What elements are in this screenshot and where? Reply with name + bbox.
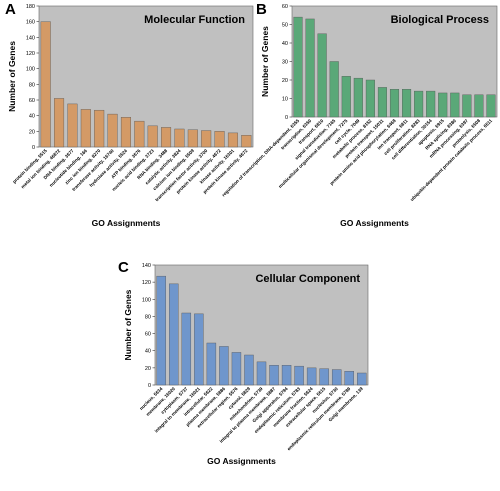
bar — [174, 128, 185, 148]
chart-title: Molecular Function — [144, 14, 245, 26]
y-axis-label: Number of Genes — [7, 41, 17, 112]
panel-cellular-component: C Cellular Component Number of Genes GO … — [118, 259, 369, 466]
bar — [414, 90, 424, 118]
bar — [120, 117, 131, 148]
y-tick-label: 80 — [29, 82, 35, 88]
panel-letter-a: A — [5, 1, 16, 18]
bar — [389, 89, 400, 118]
bar — [353, 77, 363, 118]
bar — [214, 131, 225, 148]
y-tick-label: 40 — [282, 41, 288, 47]
y-tick-label: 0 — [32, 145, 35, 151]
bar — [365, 79, 375, 118]
bar — [231, 352, 242, 386]
y-tick-label: 60 — [282, 4, 288, 10]
bar — [187, 129, 198, 148]
y-tick-label: 20 — [145, 366, 151, 372]
bar — [344, 371, 354, 386]
y-tick-label: 0 — [285, 115, 288, 121]
bar — [331, 369, 342, 386]
bar — [294, 365, 304, 386]
bars — [156, 275, 367, 386]
bar — [80, 109, 91, 148]
y-tick-label: 20 — [282, 78, 288, 84]
y-tick-label: 30 — [282, 60, 288, 66]
bar — [319, 368, 329, 386]
y-tick-label: 20 — [29, 129, 35, 135]
bars — [293, 16, 496, 118]
bar — [438, 92, 448, 118]
y-tick-label: 180 — [26, 4, 35, 10]
x-axis-label: GO Assignments — [340, 218, 409, 228]
panel-letter-b: B — [256, 1, 267, 18]
y-tick-label: 50 — [282, 23, 288, 29]
bar — [426, 90, 436, 118]
panel-letter-c: C — [118, 259, 129, 276]
bar — [306, 367, 317, 386]
y-tick-label: 40 — [145, 349, 151, 355]
y-tick-label: 100 — [26, 67, 35, 73]
y-tick-label: 100 — [142, 297, 151, 303]
bar — [201, 130, 212, 148]
bar — [269, 365, 279, 386]
y-tick-label: 140 — [142, 263, 151, 269]
bar — [486, 94, 496, 118]
bar — [281, 365, 292, 386]
bar — [474, 94, 484, 118]
bar — [402, 89, 412, 118]
bar — [169, 283, 179, 386]
bar — [134, 120, 145, 148]
bar — [244, 354, 254, 386]
bar — [219, 346, 229, 386]
y-tick-label: 40 — [29, 114, 35, 120]
bar — [107, 113, 118, 148]
x-axis-label: GO Assignments — [207, 456, 276, 466]
y-axis-label: Number of Genes — [260, 26, 270, 97]
bar — [293, 16, 303, 118]
bar — [357, 372, 367, 386]
bar — [341, 76, 351, 118]
bar — [94, 109, 105, 148]
bar — [450, 92, 460, 118]
bar — [147, 125, 158, 148]
bar — [194, 313, 204, 386]
y-tick-label: 160 — [26, 20, 35, 26]
y-tick-label: 0 — [148, 383, 151, 389]
bar — [305, 18, 315, 118]
bar — [241, 135, 252, 148]
y-tick-label: 140 — [26, 35, 35, 41]
chart-title: Cellular Component — [255, 273, 360, 285]
chart-title: Biological Process — [391, 14, 489, 26]
bars — [40, 21, 252, 148]
y-tick-label: 120 — [142, 280, 151, 286]
panel-molecular-function: A Molecular Function Number of Genes GO … — [5, 1, 254, 228]
bar — [67, 103, 78, 148]
y-tick-label: 80 — [145, 314, 151, 320]
bar — [462, 94, 472, 118]
bar — [317, 33, 327, 118]
bar — [329, 61, 339, 118]
bar — [206, 342, 217, 386]
panel-biological-process: B Biological Process Number of Genes GO … — [221, 1, 498, 228]
bar — [156, 275, 166, 386]
bar — [54, 98, 65, 148]
bar — [377, 87, 387, 118]
y-tick-label: 120 — [26, 51, 35, 57]
bar — [161, 127, 172, 148]
x-axis-label: GO Assignments — [92, 218, 161, 228]
y-axis-label: Number of Genes — [123, 289, 133, 360]
bar — [256, 361, 267, 386]
bar — [181, 312, 192, 386]
y-tick-label: 60 — [29, 98, 35, 104]
bar — [40, 21, 51, 148]
bar — [227, 132, 238, 148]
y-tick-label: 60 — [145, 332, 151, 338]
y-tick-label: 10 — [282, 97, 288, 103]
